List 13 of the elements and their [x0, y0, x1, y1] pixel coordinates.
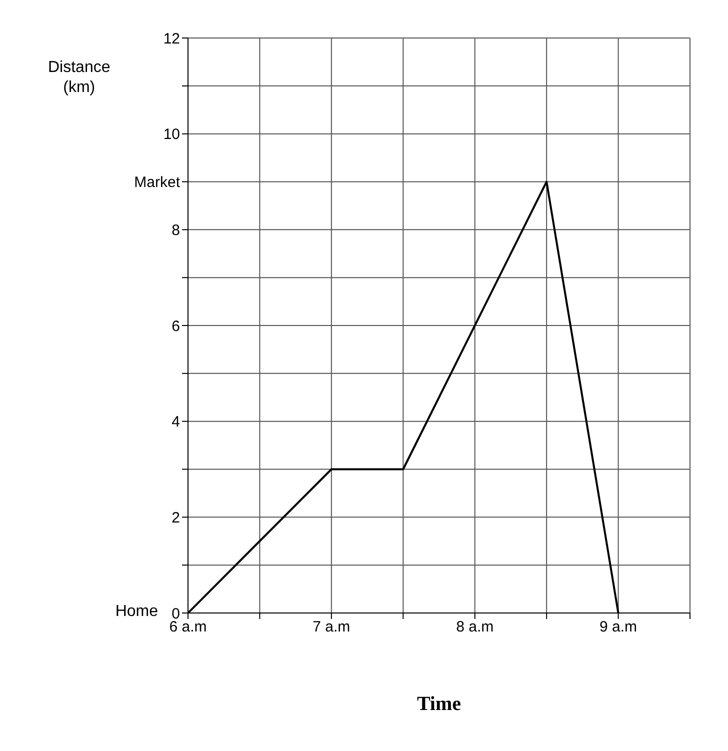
x-tick-label: 9 a.m	[600, 618, 638, 636]
y-tick-label: 4	[172, 414, 180, 431]
y-tick-label: 6	[172, 318, 180, 335]
y-tick-label: 12	[163, 30, 180, 48]
y-tick-label: 8	[172, 222, 180, 239]
x-tick-label: 7 a.m	[312, 618, 350, 636]
y-tick-label: 10	[163, 126, 180, 144]
x-tick-label: 8 a.m	[456, 618, 494, 636]
y-tick-label: 2	[172, 509, 180, 526]
y-tick-label: Market	[134, 174, 181, 192]
annotation: Home	[115, 603, 158, 621]
x-axis-title: Time	[416, 693, 462, 716]
y-axis-title: Distance (km)	[48, 58, 110, 98]
